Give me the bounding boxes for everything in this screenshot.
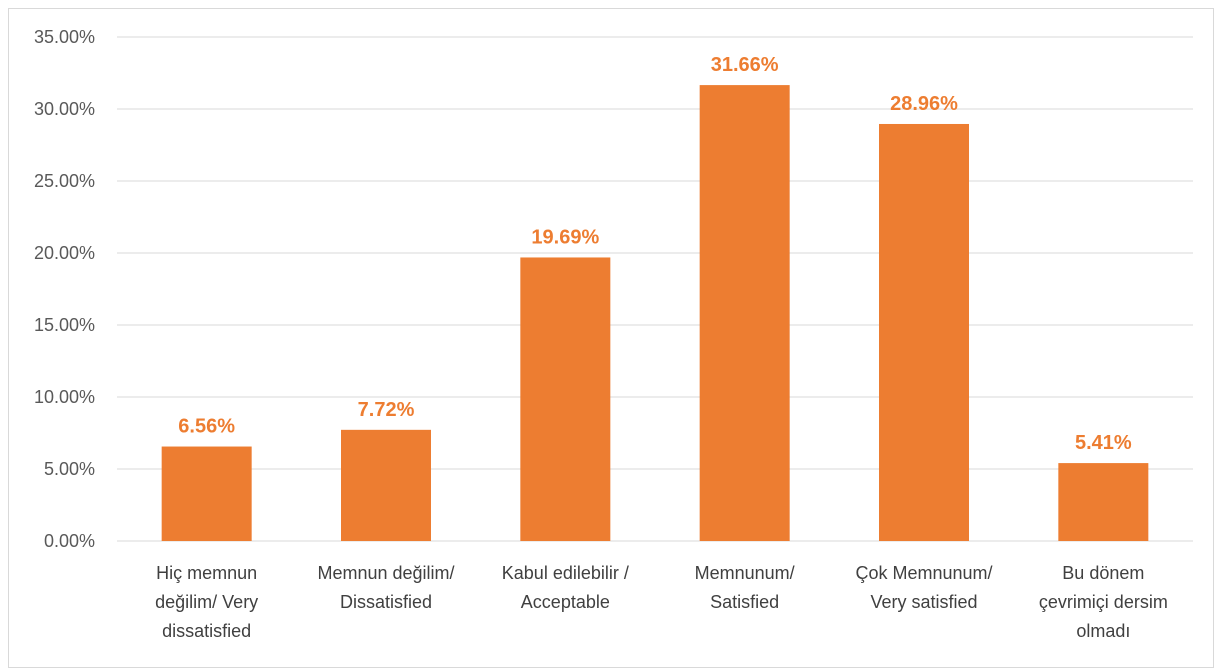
category-label: Kabul edilebilir / bbox=[502, 563, 629, 583]
gridlines bbox=[117, 36, 1193, 542]
bar bbox=[879, 123, 969, 541]
y-tick-label: 35.00% bbox=[34, 27, 95, 47]
bars bbox=[161, 85, 1149, 541]
category-label: Memnun değilim/ bbox=[317, 563, 454, 583]
category-label: çevrimiçi dersim bbox=[1039, 592, 1168, 612]
category-label: Dissatisfied bbox=[340, 592, 432, 612]
bar bbox=[341, 429, 431, 541]
data-label: 7.72% bbox=[358, 399, 415, 421]
category-label: Very satisfied bbox=[870, 592, 977, 612]
data-label: 5.41% bbox=[1075, 432, 1132, 454]
bar bbox=[699, 85, 790, 541]
y-tick-label: 25.00% bbox=[34, 171, 95, 191]
y-tick-label: 15.00% bbox=[34, 315, 95, 335]
category-label: Memnunum/ bbox=[695, 563, 795, 583]
category-label: dissatisfied bbox=[162, 621, 251, 641]
category-label: olmadı bbox=[1076, 621, 1130, 641]
bar bbox=[520, 257, 611, 541]
chart-frame bbox=[8, 8, 1214, 668]
data-label: 31.66% bbox=[711, 54, 779, 76]
category-label: değilim/ Very bbox=[155, 592, 258, 612]
category-label: Acceptable bbox=[521, 592, 610, 612]
bar-chart: 0.00% 5.00% 10.00% 15.00% 20.00% 25.00% 30.00%… bbox=[34, 27, 1193, 641]
category-label: Satisfied bbox=[710, 592, 779, 612]
y-tick-label: 0.00% bbox=[44, 531, 95, 551]
y-axis-ticks: 0.00% 5.00% 10.00% 15.00% 20.00% 25.00% 30.00%… bbox=[34, 27, 95, 551]
category-label: Hiç memnun bbox=[156, 563, 257, 583]
y-tick-label: 5.00% bbox=[44, 459, 95, 479]
data-label: 19.69% bbox=[531, 226, 599, 248]
data-label: 6.56% bbox=[178, 416, 235, 438]
bar bbox=[161, 446, 252, 541]
category-label: Çok Memnunum/ bbox=[855, 563, 992, 583]
x-axis-categories: Hiç memnun değilim/ Very dissatisfied Memnu… bbox=[155, 563, 1168, 641]
y-tick-label: 30.00% bbox=[34, 99, 95, 119]
bar bbox=[1058, 463, 1149, 541]
y-tick-label: 10.00% bbox=[34, 387, 95, 407]
y-tick-label: 20.00% bbox=[34, 243, 95, 263]
category-label: Bu dönem bbox=[1062, 563, 1144, 583]
data-label: 28.96% bbox=[890, 93, 958, 115]
data-labels: 6.56% 7.72% 19.69% 31.66% 28.96% 5.41% bbox=[178, 54, 1132, 454]
